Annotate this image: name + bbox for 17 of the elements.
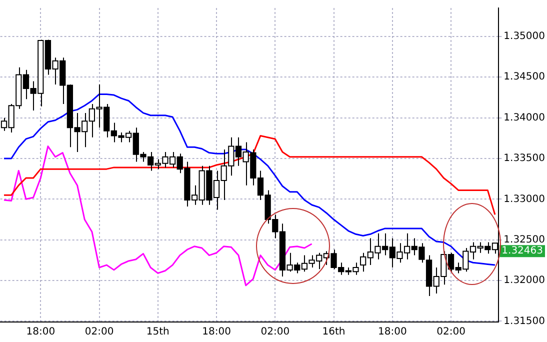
x-tick-label: 02:00 <box>260 326 290 338</box>
y-tick-label: 1.35000 <box>504 31 546 42</box>
x-tick-label: 18:00 <box>378 326 407 338</box>
x-tick-label: 02:00 <box>436 326 466 338</box>
x-tick-label: 15th <box>146 326 170 338</box>
text: 1.32463 <box>502 246 544 257</box>
y-tick-label: 1.33000 <box>504 194 546 205</box>
y-tick-label: 1.33500 <box>504 153 546 164</box>
y-tick-label: 1.34000 <box>504 112 546 124</box>
y-tick-label: 1.32000 <box>504 275 546 286</box>
y-tick-label: 1.32500 <box>504 234 546 246</box>
x-tick-label: 02:00 <box>84 326 114 338</box>
x-tick-label: 18:00 <box>202 326 231 338</box>
x-tick-label: 18:00 <box>26 326 56 338</box>
y-tick-label: 1.34500 <box>504 72 546 83</box>
y-tick-label: 1.31500 <box>504 316 546 327</box>
x-tick-label: 16th <box>322 326 346 338</box>
